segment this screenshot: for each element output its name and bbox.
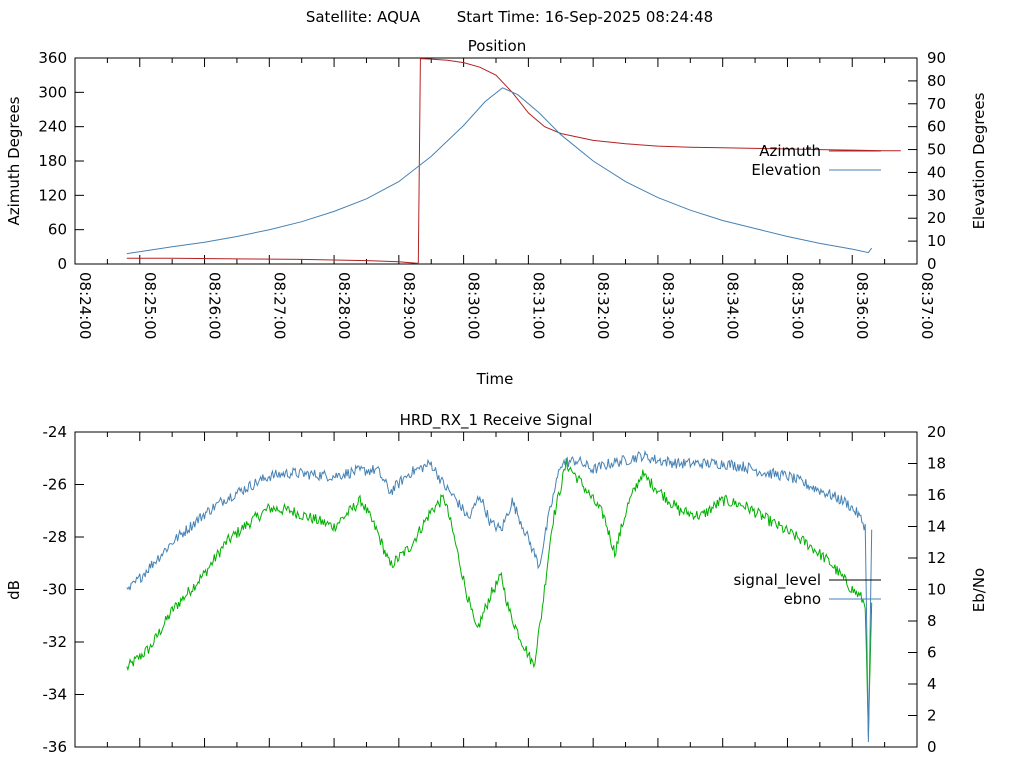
position-x-tick-label: 08:35:00 [788,272,806,339]
receive-chart-title: HRD_RX_1 Receive Signal [400,411,593,430]
position-y2-tick-label: 50 [927,141,946,159]
position-y-tick-label: 180 [38,152,67,170]
position-y2-tick-label: 80 [927,72,946,90]
receive-y2-tick-label: 6 [927,644,937,662]
receive-y2-tick-label: 12 [927,549,946,567]
position-x-tick-label: 08:27:00 [270,272,288,339]
position-x-tick-label: 08:25:00 [141,272,159,339]
position-legend-label: Azimuth [759,142,821,160]
position-x-tick-label: 08:31:00 [529,272,547,339]
receive-y-tick-label: -32 [43,633,68,651]
position-x-tick-label: 08:26:00 [206,272,224,339]
satellite-label: Satellite: AQUA [306,8,421,26]
position-legend-label: Elevation [751,161,821,179]
position-chart-title: Position [468,37,526,55]
receive-y-tick-label: -26 [43,476,68,494]
receive-y2-tick-label: 8 [927,612,937,630]
receive-y2-tick-label: 14 [927,518,946,536]
receive-y2-tick-label: 16 [927,486,946,504]
position-x-tick-label: 08:30:00 [465,272,483,339]
position-y2-tick-label: 90 [927,49,946,67]
receive-y2-axis-label: Eb/No [970,568,988,612]
receive-signal-chart: HRD_RX_1 Receive Signal dB Eb/No -36 -34 -… [5,411,988,756]
position-x-tick-label: 08:29:00 [400,272,418,339]
receive-y2-tick-label: 10 [927,581,946,599]
position-x-tick-label: 08:32:00 [594,272,612,339]
position-y-tick-label: 300 [38,83,67,101]
position-y-tick-label: 60 [48,221,67,239]
receive-y2-tick-label: 0 [927,738,937,756]
position-y2-tick-label: 70 [927,95,946,113]
position-x-axis-label: Time [476,370,514,388]
position-x-tick-label: 08:24:00 [76,272,94,339]
receive-y-tick-label: -36 [43,738,68,756]
position-y-tick-label: 120 [38,186,67,204]
position-y-axis-label: Azimuth Degrees [5,96,23,225]
position-y-tick-label: 240 [38,118,67,136]
position-y2-axis-label: Elevation Degrees [970,92,988,229]
receive-series-ebno [126,449,873,743]
receive-y-axis-label: dB [5,580,23,600]
receive-y-tick-label: -28 [43,528,68,546]
position-y-tick-label: 360 [38,49,67,67]
position-chart: Position Time Azimuth Degrees Elevation … [5,37,988,388]
position-x-tick-label: 08:36:00 [853,272,871,339]
position-y2-tick-label: 40 [927,163,946,181]
receive-y-tick-label: -30 [43,581,68,599]
position-y2-tick-label: 30 [927,186,946,204]
position-x-tick-label: 08:33:00 [659,272,677,339]
position-y2-tick-label: 60 [927,118,946,136]
position-x-tick-label: 08:28:00 [335,272,353,339]
receive-y2-tick-label: 18 [927,455,946,473]
position-y2-tick-label: 10 [927,232,946,250]
receive-y2-tick-label: 4 [927,675,937,693]
position-series-Elevation [126,87,873,255]
receive-y-tick-label: -34 [43,686,68,704]
start-time-label: Start Time: 16-Sep-2025 08:24:48 [457,8,713,26]
receive-y-tick-label: -24 [43,423,68,441]
receive-legend-label: signal_level [733,571,821,590]
position-y-tick-label: 0 [57,255,67,273]
receive-legend-label: ebno [784,590,821,608]
position-x-tick-label: 08:37:00 [918,272,936,339]
position-y2-tick-label: 20 [927,209,946,227]
receive-series-signal-level [126,458,873,737]
position-y2-tick-label: 0 [927,255,937,273]
receive-y2-tick-label: 2 [927,707,937,725]
position-x-tick-label: 08:34:00 [724,272,742,339]
receive-y2-tick-label: 20 [927,423,946,441]
